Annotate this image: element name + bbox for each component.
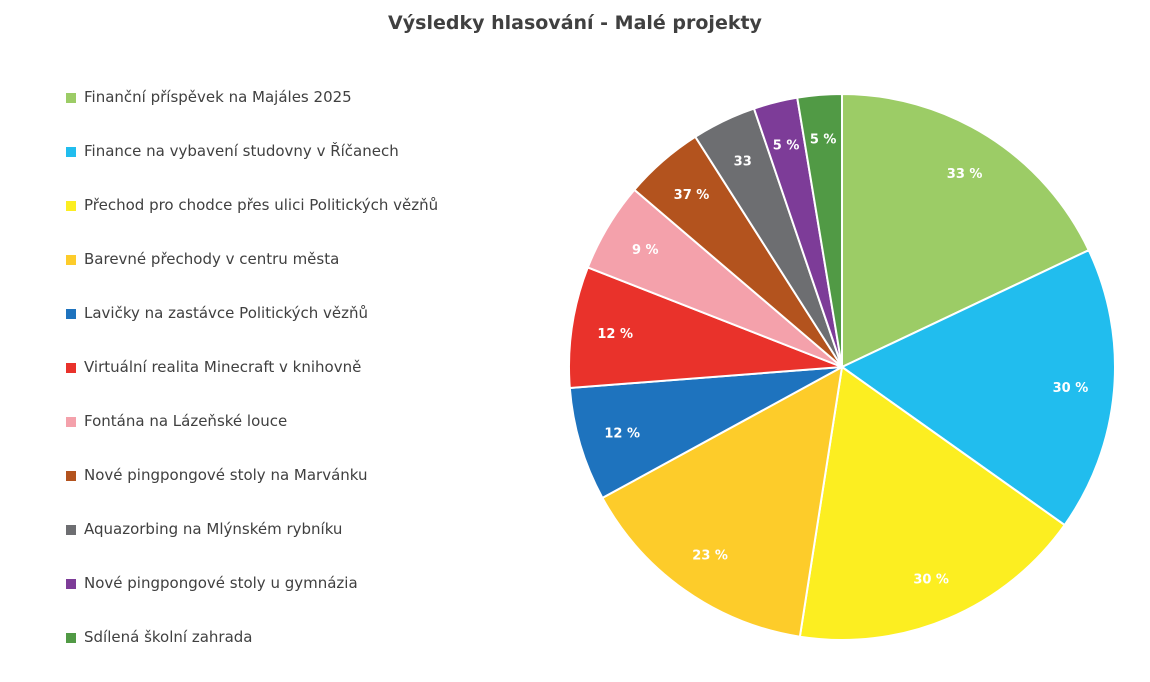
- legend: Finanční příspěvek na Majáles 2025 Financ…: [66, 88, 438, 682]
- legend-swatch: [66, 201, 76, 211]
- pie-slice: [840, 248, 1116, 527]
- legend-item: Sdílená školní zahrada: [66, 628, 438, 682]
- legend-swatch: [66, 633, 76, 643]
- legend-swatch: [66, 255, 76, 265]
- pie-slice: [568, 266, 843, 390]
- slice-data-label: 33 %: [947, 167, 983, 182]
- legend-label: Sdílená školní zahrada: [84, 628, 253, 646]
- slice-data-label: 30 %: [913, 572, 949, 587]
- legend-swatch: [66, 147, 76, 157]
- legend-label: Aquazorbing na Mlýnském rybníku: [84, 520, 343, 538]
- legend-swatch: [66, 93, 76, 103]
- legend-item: Přechod pro chodce přes ulici Politickýc…: [66, 196, 438, 250]
- legend-label: Finance na vybavení studovny v Říčanech: [84, 142, 399, 160]
- slice-data-label: 33: [734, 154, 752, 169]
- legend-label: Finanční příspěvek na Majáles 2025: [84, 88, 352, 106]
- legend-item: Fontána na Lázeňské louce: [66, 412, 438, 466]
- legend-label: Nové pingpongové stoly u gymnázia: [84, 574, 358, 592]
- slice-data-label: 30 %: [1053, 381, 1089, 396]
- slice-data-label: 5 %: [810, 132, 837, 147]
- slice-data-label: 12 %: [604, 426, 640, 441]
- slice-data-label: 23 %: [692, 549, 728, 564]
- legend-swatch: [66, 471, 76, 481]
- pie-slice: [568, 366, 843, 500]
- legend-label: Barevné přechody v centru města: [84, 250, 340, 268]
- legend-swatch: [66, 309, 76, 319]
- pie-slice: [798, 365, 1067, 641]
- slice-data-label: 5 %: [773, 139, 800, 154]
- pie-slice: [601, 365, 844, 638]
- legend-swatch: [66, 363, 76, 373]
- legend-label: Lavičky na zastávce Politických vězňů: [84, 304, 369, 322]
- legend-label: Fontána na Lázeňské louce: [84, 412, 288, 430]
- slice-data-label: 9 %: [632, 243, 659, 258]
- legend-item: Finance na vybavení studovny v Říčanech: [66, 142, 438, 196]
- pie-slice: [796, 92, 843, 368]
- slice-data-label: 37 %: [674, 188, 710, 203]
- legend-item: Nové pingpongové stoly na Marvánku: [66, 466, 438, 520]
- legend-swatch: [66, 417, 76, 427]
- legend-swatch: [66, 579, 76, 589]
- slice-data-label: 12 %: [597, 327, 633, 342]
- legend-item: Finanční příspěvek na Majáles 2025: [66, 88, 438, 142]
- legend-item: Aquazorbing na Mlýnském rybníku: [66, 520, 438, 574]
- legend-item: Barevné přechody v centru města: [66, 250, 438, 304]
- legend-item: Nové pingpongové stoly u gymnázia: [66, 574, 438, 628]
- chart-title: Výsledky hlasování - Malé projekty: [388, 12, 762, 34]
- legend-label: Přechod pro chodce přes ulici Politickýc…: [84, 196, 439, 214]
- legend-item: Virtuální realita Minecraft v knihovně: [66, 358, 438, 412]
- legend-label: Virtuální realita Minecraft v knihovně: [84, 358, 362, 376]
- legend-swatch: [66, 525, 76, 535]
- pie-slice: [841, 92, 1091, 369]
- legend-label: Nové pingpongové stoly na Marvánku: [84, 466, 368, 484]
- legend-item: Lavičky na zastávce Politických vězňů: [66, 304, 438, 358]
